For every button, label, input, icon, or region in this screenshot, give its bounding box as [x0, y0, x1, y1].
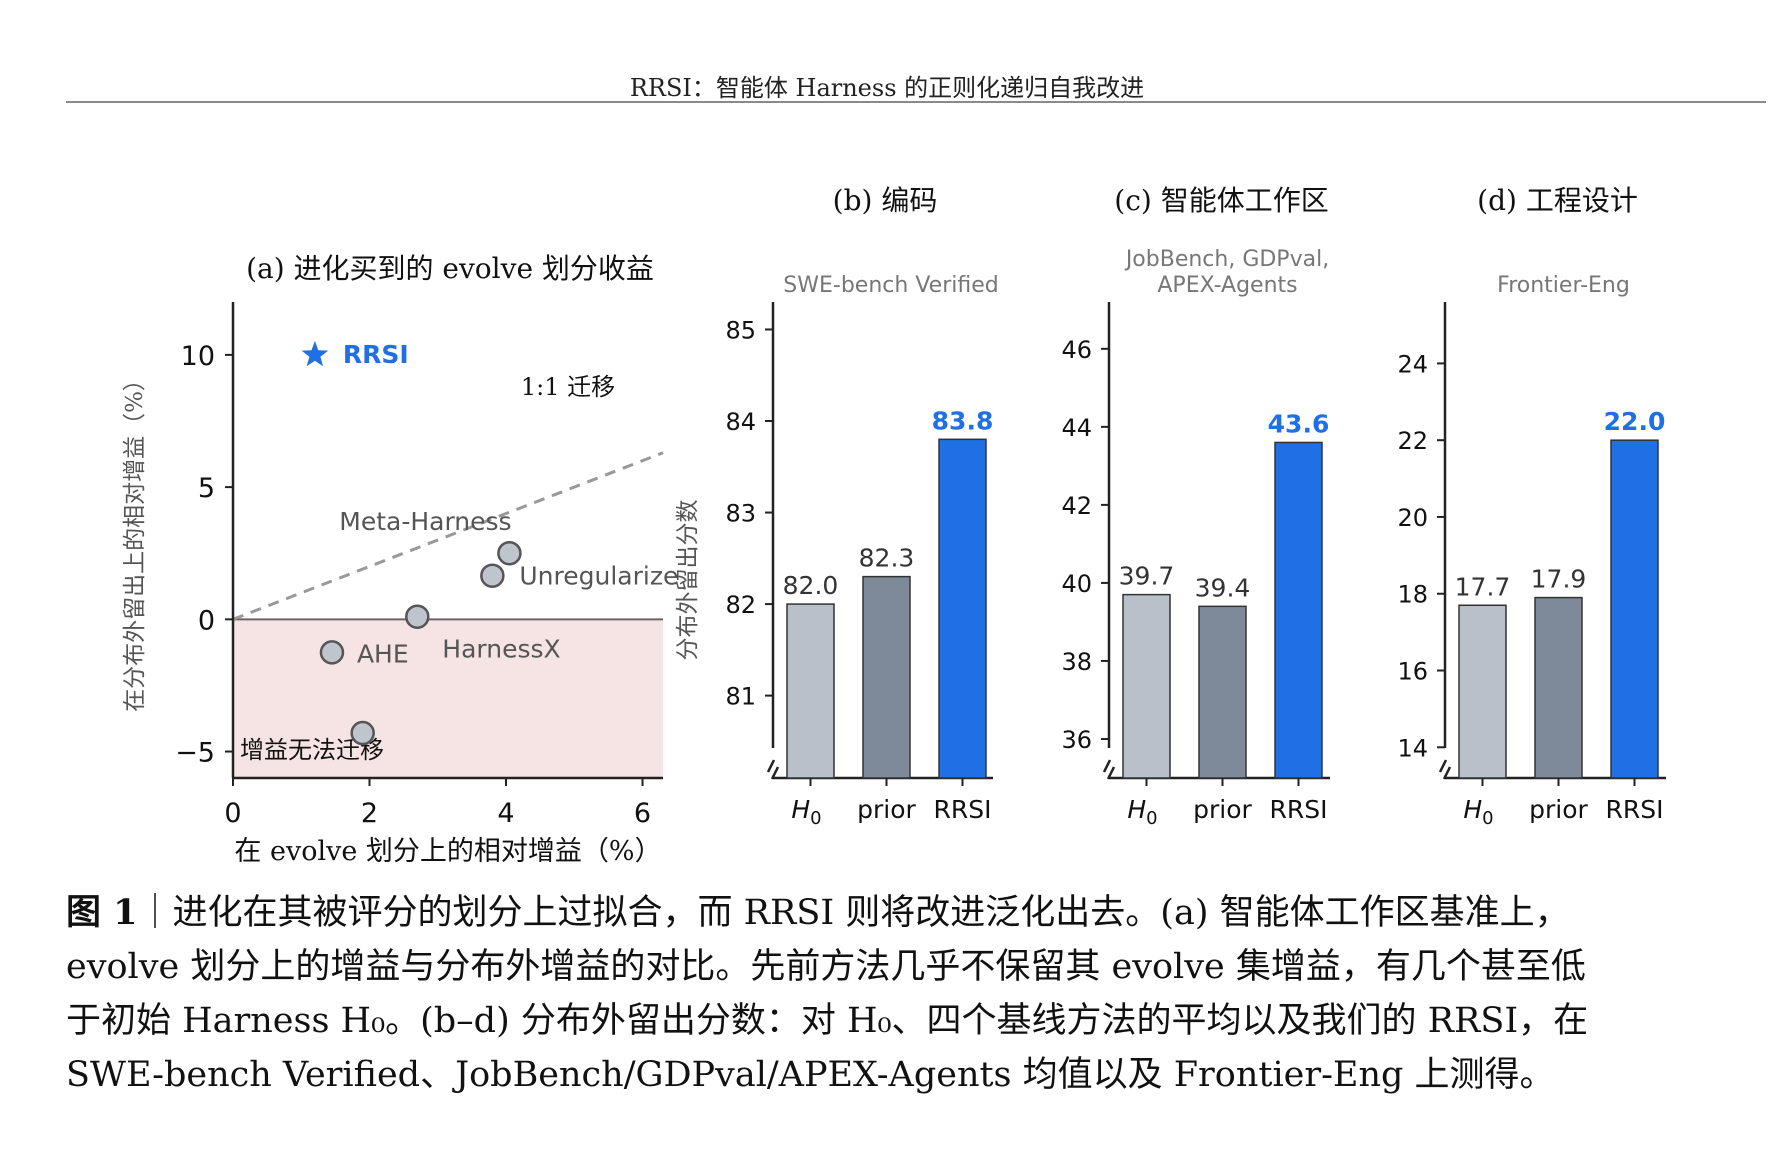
b-y-axis-label: 分布外留出分数	[675, 500, 701, 661]
rrsi-star-point	[301, 340, 329, 367]
a-y-axis-label: 在分布外留出上的相对增益（%）	[122, 368, 148, 712]
d-y-tick-label: 18	[1397, 581, 1428, 609]
d-bar	[1458, 604, 1507, 779]
b-bar-value-label: 82.3	[859, 544, 915, 573]
caption-figure-label: 图 1	[66, 892, 138, 933]
d-y-tick-label: 20	[1397, 504, 1428, 532]
d-subtitle: Frontier-Eng	[1497, 273, 1630, 298]
d-x-tick-label: prior	[1529, 795, 1588, 824]
b-y-tick-label: 84	[725, 408, 756, 436]
c-bar	[1274, 441, 1323, 779]
d-bar	[1534, 596, 1583, 779]
scatter-point-label: AHE	[357, 639, 409, 668]
d-y-tick-label: 22	[1397, 427, 1428, 455]
h-subscript: 0	[810, 808, 821, 829]
a-y-tick-label: 10	[181, 341, 215, 372]
one-to-one-label: 1:1 迁移	[521, 373, 615, 401]
scatter-point	[497, 540, 522, 566]
scatter-point-label: RRSI	[343, 340, 409, 369]
scatter-point	[480, 563, 505, 588]
scatter-point-label: Unregularize	[519, 562, 678, 591]
c-title: (c) 智能体工作区	[1114, 184, 1328, 217]
d-bar-value-label: 17.9	[1531, 565, 1587, 594]
c-bar-value-label: 39.7	[1119, 562, 1175, 591]
caption-text-1: ｜进化在其被评分的划分上过拟合，而 RRSI 则将改进泛化出去。(a) 智能体工…	[137, 893, 1570, 933]
c-x-tick-label: prior	[1193, 795, 1252, 824]
scatter-point	[350, 720, 375, 746]
a-x-tick-label: 6	[634, 798, 651, 829]
running-header: RRSI：智能体 Harness 的正则化递归自我改进	[629, 74, 1145, 102]
c-y-tick-label: 42	[1061, 492, 1092, 520]
b-axis-break	[766, 759, 780, 780]
d-x-tick-label: RRSI	[1606, 795, 1664, 824]
c-y-tick-label: 38	[1061, 648, 1092, 676]
b-x-tick-label: prior	[857, 795, 916, 824]
c-x-tick-label: RRSI	[1270, 795, 1328, 824]
b-x-tick-label: RRSI	[934, 795, 992, 824]
c-y-tick-label: 46	[1061, 336, 1092, 364]
d-axis-break	[1438, 759, 1452, 780]
a-y-tick-label: 0	[198, 605, 215, 636]
c-y-tick-label: 36	[1061, 726, 1092, 754]
b-y-tick-label: 85	[725, 316, 756, 344]
a-x-axis-label: 在 evolve 划分上的相对增益（%）	[234, 836, 661, 867]
h-letter: H	[1463, 795, 1482, 824]
d-y-tick-label: 24	[1397, 350, 1428, 378]
b-y-tick-label: 82	[725, 591, 756, 619]
b-bar	[938, 438, 987, 779]
h-subscript: 0	[1146, 808, 1157, 829]
header-rule	[66, 101, 1766, 103]
caption-line-4: SWE-bench Verified、JobBench/GDPval/APEX-…	[66, 1055, 1555, 1095]
c-y-tick-label: 44	[1061, 414, 1092, 442]
scatter-point	[405, 604, 430, 629]
c-y-tick-label: 40	[1061, 570, 1092, 598]
c-bar	[1198, 605, 1247, 779]
c-bar-value-label: 39.4	[1195, 573, 1251, 602]
b-bar-value-label: 83.8	[932, 406, 994, 435]
d-y-tick-label: 16	[1397, 658, 1428, 686]
b-subtitle: SWE-bench Verified	[783, 273, 998, 298]
b-bar-value-label: 82.0	[783, 571, 839, 600]
caption-line-1: 图 1｜进化在其被评分的划分上过拟合，而 RRSI 则将改进泛化出去。(a) 智…	[66, 886, 1766, 940]
figure-caption: 图 1｜进化在其被评分的划分上过拟合，而 RRSI 则将改进泛化出去。(a) 智…	[66, 886, 1766, 1102]
c-axis-break	[1102, 759, 1116, 780]
d-title: (d) 工程设计	[1477, 184, 1638, 217]
a-y-tick-label: −5	[175, 738, 215, 769]
d-bar-value-label: 22.0	[1604, 407, 1666, 436]
d-y-tick-label: 14	[1397, 734, 1428, 762]
non-transfer-region	[233, 619, 663, 778]
caption-line-3: 于初始 Harness H₀。(b–d) 分布外留出分数：对 H₀、四个基线方法…	[66, 1001, 1589, 1041]
b-bar	[786, 603, 835, 779]
caption-line-2: evolve 划分上的增益与分布外增益的对比。先前方法几乎不保留其 evolve…	[66, 947, 1586, 987]
a-title: (a) 进化买到的 evolve 划分收益	[246, 252, 654, 285]
c-subtitle: APEX-Agents	[1157, 273, 1297, 298]
c-bar	[1122, 593, 1171, 779]
d-x-tick-label: H0	[1463, 795, 1493, 829]
d-bar-value-label: 17.7	[1455, 572, 1511, 601]
b-title: (b) 编码	[833, 184, 938, 217]
scatter-point	[319, 640, 345, 665]
one-to-one-line	[232, 451, 664, 621]
h-subscript: 0	[1482, 808, 1493, 829]
c-x-tick-label: H0	[1127, 795, 1157, 829]
a-x-tick-label: 0	[224, 798, 241, 829]
h-letter: H	[791, 795, 810, 824]
d-bar	[1610, 439, 1659, 779]
b-y-tick-label: 81	[725, 683, 756, 711]
c-subtitle: JobBench, GDPval,	[1124, 247, 1329, 272]
b-y-tick-label: 83	[725, 500, 756, 528]
b-bar	[862, 575, 911, 779]
b-x-tick-label: H0	[791, 795, 821, 829]
scatter-point-label: HarnessX	[442, 635, 560, 664]
a-x-tick-label: 2	[361, 798, 378, 829]
c-bar-value-label: 43.6	[1268, 409, 1330, 438]
a-y-tick-label: 5	[198, 473, 215, 504]
a-x-tick-label: 4	[497, 798, 514, 829]
h-letter: H	[1127, 795, 1146, 824]
scatter-point-label: Meta-Harness	[339, 507, 511, 536]
